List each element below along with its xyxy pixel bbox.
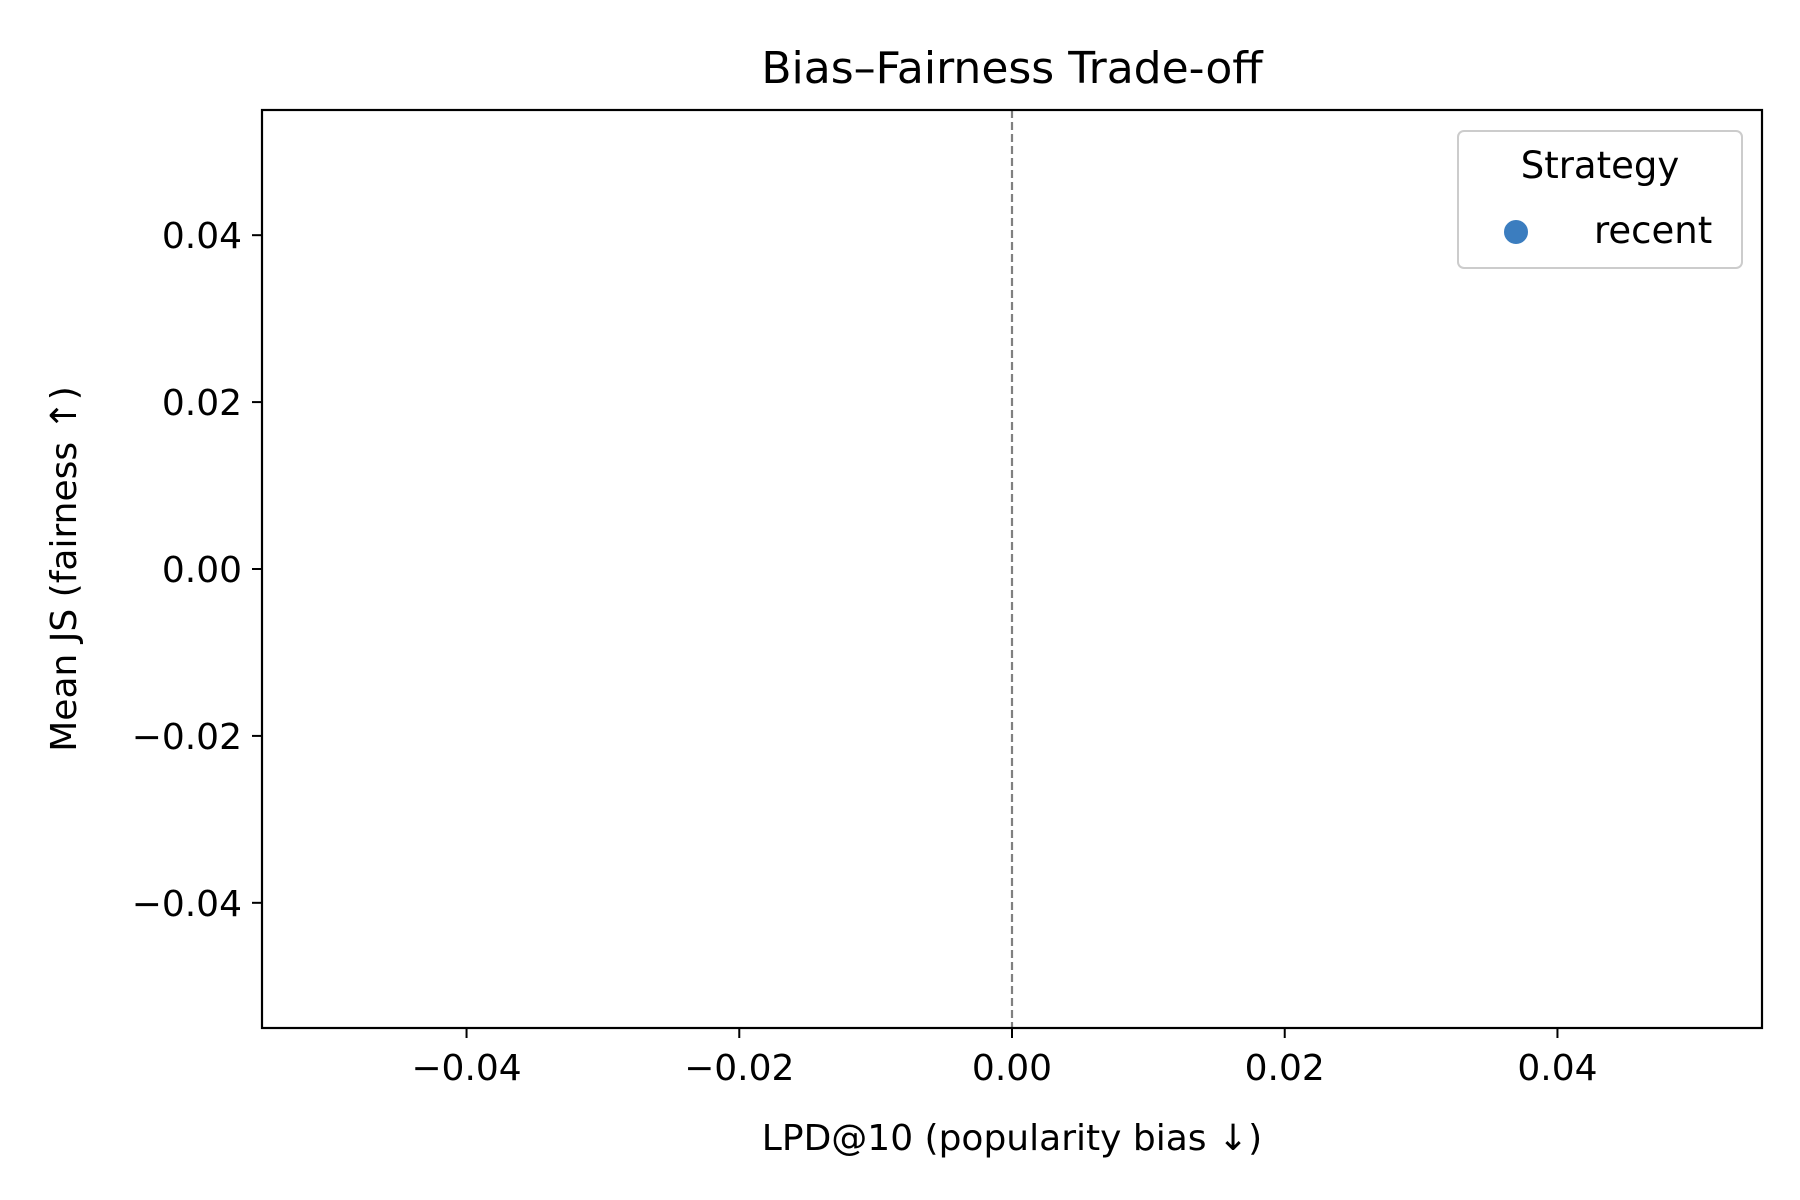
- x-tick-label-0: −0.04: [411, 1048, 521, 1089]
- legend-marker-recent: [1504, 220, 1528, 244]
- x-axis-title: LPD@10 (popularity bias ↓): [762, 1118, 1262, 1159]
- y-tick-label-2: 0.00: [162, 550, 242, 591]
- x-tick-label-2: 0.00: [972, 1048, 1052, 1089]
- legend-title: Strategy: [1521, 144, 1680, 187]
- legend-label-recent: recent: [1594, 209, 1712, 252]
- y-axis-ticks: −0.04 −0.02 0.00 0.02 0.04: [132, 216, 262, 925]
- y-tick-label-3: 0.02: [162, 383, 242, 424]
- y-tick-label-1: −0.02: [132, 717, 242, 758]
- y-tick-label-0: −0.04: [132, 884, 242, 925]
- x-tick-label-3: 0.02: [1245, 1048, 1325, 1089]
- y-axis-title: Mean JS (fairness ↑): [44, 386, 85, 752]
- y-tick-label-4: 0.04: [162, 216, 242, 257]
- x-axis-ticks: −0.04 −0.02 0.00 0.02 0.04: [411, 1028, 1598, 1089]
- x-tick-label-4: 0.04: [1517, 1048, 1597, 1089]
- chart-title: Bias–Fairness Trade-off: [761, 43, 1264, 94]
- legend: Strategy recent: [1457, 130, 1743, 269]
- x-tick-label-1: −0.02: [684, 1048, 794, 1089]
- legend-box: [1457, 130, 1743, 269]
